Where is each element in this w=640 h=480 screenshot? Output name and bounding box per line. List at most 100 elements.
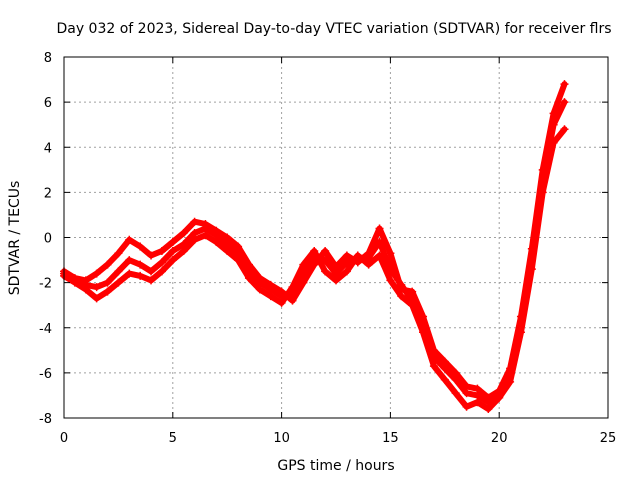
grid-lines xyxy=(64,57,608,418)
data-series xyxy=(60,80,569,413)
x-tick-label: 10 xyxy=(273,431,290,446)
data-point xyxy=(332,276,340,285)
axis-ticks: 0 5 10 15 20 25 -8 -6 -4 -2 0 2 4 6 8 xyxy=(39,51,616,446)
data-point xyxy=(223,247,232,256)
y-tick-label: -2 xyxy=(39,277,52,292)
data-point xyxy=(462,402,471,411)
data-point xyxy=(473,391,482,400)
data-point xyxy=(168,256,177,265)
data-point xyxy=(157,267,166,276)
data-point xyxy=(375,251,384,260)
data-point xyxy=(244,274,253,283)
y-tick-label: 8 xyxy=(44,51,52,66)
data-point xyxy=(157,258,166,267)
data-point xyxy=(81,285,90,294)
data-point xyxy=(92,283,101,292)
data-point xyxy=(386,276,395,285)
data-point xyxy=(342,251,351,260)
data-point xyxy=(560,98,569,107)
data-point xyxy=(538,188,547,197)
data-point xyxy=(299,260,308,269)
data-point xyxy=(114,278,123,287)
x-tick-label: 15 xyxy=(382,431,399,446)
data-point xyxy=(495,393,504,402)
data-point xyxy=(157,247,166,256)
data-point xyxy=(201,231,210,240)
y-tick-label: 2 xyxy=(44,186,52,201)
data-point xyxy=(179,247,188,256)
y-tick-label: 6 xyxy=(44,96,52,111)
data-point xyxy=(440,375,449,384)
x-axis-label: GPS time / hours xyxy=(277,458,394,474)
data-point xyxy=(266,292,275,301)
data-point xyxy=(147,267,156,276)
data-point xyxy=(190,228,199,237)
data-point xyxy=(114,267,123,276)
y-tick-label: -8 xyxy=(39,412,52,427)
data-point xyxy=(462,389,471,398)
data-point xyxy=(364,253,373,262)
data-point xyxy=(332,269,340,278)
data-point xyxy=(223,233,232,242)
data-point xyxy=(125,256,134,265)
data-point xyxy=(103,260,112,269)
data-point xyxy=(397,292,406,301)
data-point xyxy=(92,294,101,303)
data-point xyxy=(234,256,243,265)
data-point xyxy=(136,242,145,251)
data-point xyxy=(179,228,188,237)
data-point xyxy=(419,328,428,337)
data-point xyxy=(353,251,362,260)
y-tick-label: -4 xyxy=(39,322,52,337)
data-point xyxy=(255,285,264,294)
data-point xyxy=(506,377,515,386)
data-point xyxy=(114,249,123,258)
x-tick-label: 25 xyxy=(600,431,617,446)
y-tick-label: 0 xyxy=(44,232,52,247)
data-point xyxy=(440,364,449,373)
series-line xyxy=(61,81,568,401)
data-point xyxy=(527,265,536,274)
data-point xyxy=(168,238,177,247)
data-point xyxy=(473,398,482,407)
data-point xyxy=(408,301,417,310)
data-point xyxy=(397,280,406,289)
data-point xyxy=(190,217,199,226)
x-tick-label: 20 xyxy=(491,431,508,446)
data-point xyxy=(560,80,569,89)
data-point xyxy=(125,235,134,244)
data-point xyxy=(364,260,373,269)
y-axis-label: SDTVAR / TECUs xyxy=(7,181,23,296)
data-point xyxy=(136,271,145,280)
data-point xyxy=(560,125,569,134)
y-tick-label: 4 xyxy=(44,141,52,156)
data-point xyxy=(451,375,460,384)
data-point xyxy=(342,267,351,276)
data-point xyxy=(288,296,297,305)
data-point xyxy=(549,138,558,147)
data-point xyxy=(288,283,297,292)
data-point xyxy=(484,404,493,413)
data-point xyxy=(277,298,286,307)
x-tick-label: 5 xyxy=(169,431,177,446)
data-point xyxy=(92,269,101,278)
data-point xyxy=(103,287,112,296)
data-point xyxy=(212,238,221,247)
series-trace-a xyxy=(60,80,569,402)
data-point xyxy=(429,362,438,371)
data-point xyxy=(451,389,460,398)
data-point xyxy=(234,242,243,251)
data-point xyxy=(223,240,232,249)
data-point xyxy=(234,249,243,258)
data-point xyxy=(168,247,177,256)
data-point xyxy=(266,285,275,294)
data-point xyxy=(386,249,395,258)
series-trace-c xyxy=(60,125,569,413)
data-point xyxy=(212,231,221,240)
y-tick-label: -6 xyxy=(39,367,52,382)
x-tick-label: 0 xyxy=(60,431,68,446)
data-point xyxy=(549,120,558,129)
data-point xyxy=(473,384,482,393)
data-point xyxy=(136,260,145,269)
